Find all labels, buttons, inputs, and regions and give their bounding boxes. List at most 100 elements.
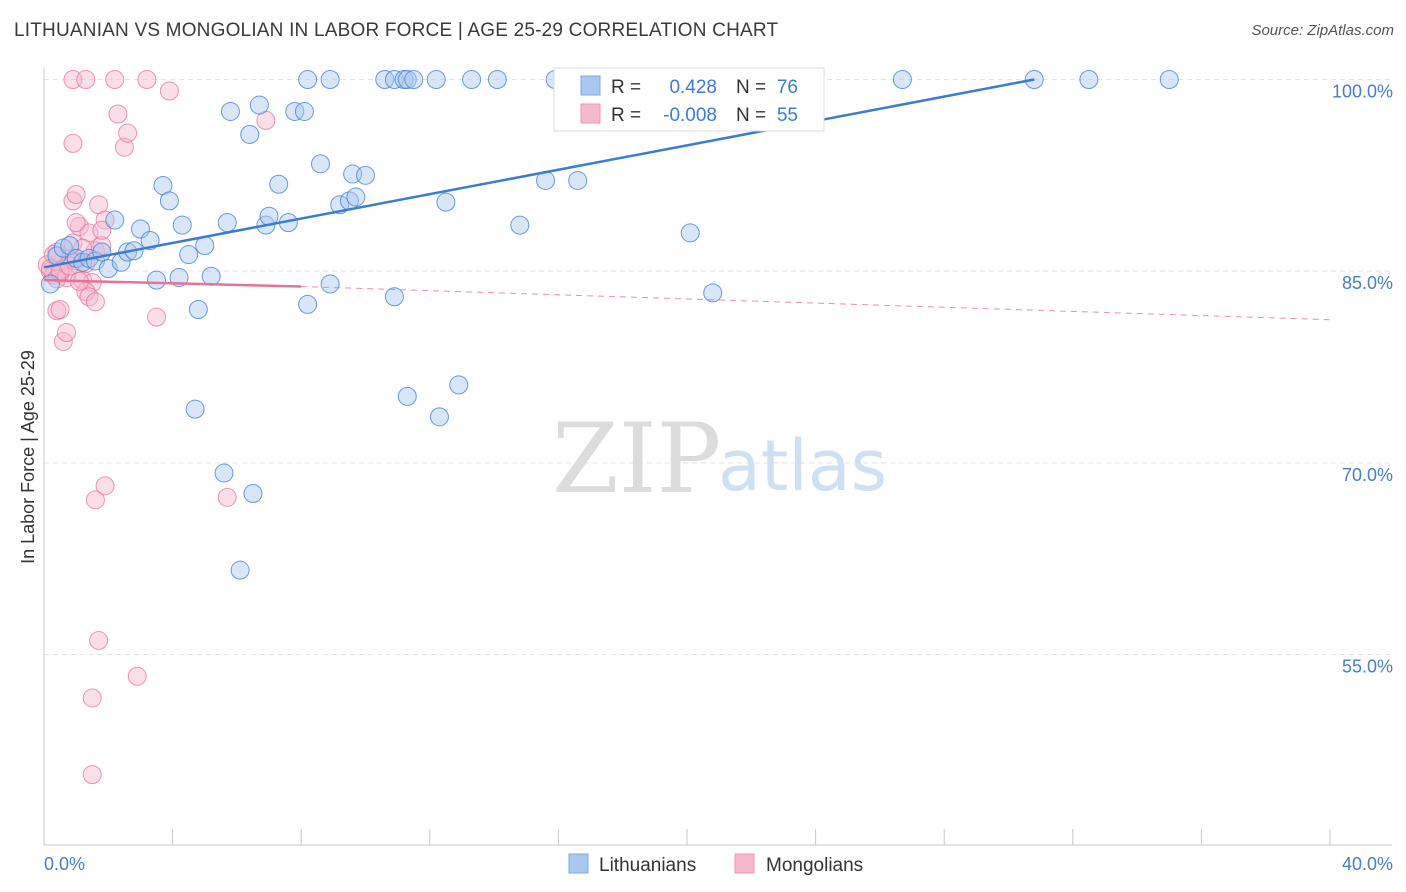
data-point bbox=[69, 216, 89, 236]
data-point bbox=[195, 236, 215, 256]
data-point bbox=[159, 191, 179, 211]
data-point bbox=[384, 287, 404, 307]
legend-n-label-1: N = bbox=[736, 77, 766, 98]
legend-r-value-1: 0.428 bbox=[669, 77, 717, 98]
watermark: ZIP atlas bbox=[552, 403, 887, 515]
data-point bbox=[1079, 70, 1099, 89]
data-point bbox=[179, 245, 199, 265]
data-point bbox=[285, 101, 305, 121]
data-point bbox=[436, 192, 456, 212]
y-tick-label: 85.0% bbox=[1342, 273, 1393, 293]
data-point bbox=[294, 101, 314, 121]
data-point bbox=[462, 70, 482, 89]
legend-n-label-2: N = bbox=[736, 105, 766, 126]
data-point bbox=[89, 630, 109, 650]
data-point bbox=[298, 70, 318, 89]
trend-line-mongolians-extension bbox=[301, 286, 1331, 321]
legend-swatch-mongolians bbox=[580, 103, 601, 124]
y-tick-label: 100.0% bbox=[1332, 82, 1393, 102]
data-point bbox=[201, 266, 221, 286]
data-point bbox=[85, 292, 105, 312]
trend-lines bbox=[43, 78, 1331, 321]
legend-n-value-2: 55 bbox=[777, 105, 798, 126]
data-point bbox=[188, 300, 208, 319]
data-point bbox=[892, 70, 912, 89]
legend-swatch-lithuanians bbox=[580, 75, 601, 96]
bottom-legend-swatch-lithuanians bbox=[568, 853, 589, 874]
data-point bbox=[40, 274, 60, 294]
data-point bbox=[57, 323, 77, 342]
data-point bbox=[76, 70, 96, 89]
data-point bbox=[82, 765, 102, 785]
y-tick-label: 55.0% bbox=[1342, 657, 1393, 677]
data-point bbox=[137, 70, 157, 89]
trend-line-lithuanians bbox=[43, 78, 1035, 269]
stats-legend: R = 0.428 N = 76 R = -0.008 N = 55 bbox=[553, 67, 825, 132]
data-point bbox=[356, 165, 375, 185]
x-ticks bbox=[43, 829, 1331, 845]
data-point bbox=[66, 213, 86, 233]
data-point bbox=[118, 123, 138, 143]
series-legend: Lithuanians Mongolians bbox=[568, 853, 863, 876]
data-point bbox=[114, 137, 134, 157]
data-point bbox=[76, 282, 96, 302]
data-point bbox=[147, 270, 167, 290]
data-point bbox=[249, 95, 269, 115]
data-point bbox=[320, 274, 340, 294]
data-point bbox=[92, 220, 112, 240]
y-axis-title: In Labor Force | Age 25-29 bbox=[18, 350, 38, 564]
data-point bbox=[230, 560, 250, 580]
data-point bbox=[487, 70, 507, 89]
y-tick-labels: 55.0% 70.0% 85.0% 100.0% bbox=[1332, 82, 1393, 677]
data-point bbox=[50, 300, 70, 319]
data-point bbox=[127, 666, 147, 686]
trend-line-mongolians bbox=[43, 278, 302, 288]
bottom-legend-label-mongolians: Mongolians bbox=[766, 855, 863, 876]
legend-r-value-2: -0.008 bbox=[663, 105, 717, 126]
source-label: Source: ZipAtlas.com bbox=[1251, 22, 1394, 39]
data-point bbox=[243, 484, 263, 503]
data-point bbox=[1159, 70, 1179, 89]
data-point bbox=[217, 487, 237, 507]
x-tick-label-min: 0.0% bbox=[44, 854, 85, 874]
data-point bbox=[140, 231, 160, 250]
data-point bbox=[44, 245, 64, 265]
data-point bbox=[159, 81, 179, 101]
legend-n-value-1: 76 bbox=[777, 77, 798, 98]
data-point bbox=[269, 174, 289, 194]
data-point bbox=[105, 210, 125, 230]
legend-r-label-2: R = bbox=[611, 105, 641, 126]
data-point bbox=[185, 399, 205, 419]
y-tick-label: 70.0% bbox=[1342, 465, 1393, 485]
data-point bbox=[147, 307, 167, 327]
data-point bbox=[60, 236, 80, 256]
data-point bbox=[240, 124, 260, 144]
data-point bbox=[568, 170, 588, 190]
data-point bbox=[426, 70, 446, 89]
data-point bbox=[95, 210, 115, 230]
series-lithuanians-points bbox=[40, 70, 1179, 580]
data-point bbox=[429, 407, 449, 427]
bottom-legend-label-lithuanians: Lithuanians bbox=[599, 855, 696, 876]
data-point bbox=[66, 185, 86, 204]
data-point bbox=[298, 294, 318, 314]
data-point bbox=[217, 213, 237, 233]
data-point bbox=[172, 215, 192, 235]
data-point bbox=[105, 70, 125, 89]
data-point bbox=[214, 463, 234, 483]
x-tick-label-max: 40.0% bbox=[1342, 854, 1393, 874]
data-point bbox=[85, 490, 105, 510]
data-point bbox=[320, 70, 340, 89]
data-point bbox=[79, 287, 99, 307]
bottom-legend-swatch-mongolians bbox=[734, 853, 755, 874]
watermark-zip: ZIP bbox=[552, 403, 721, 515]
data-point bbox=[397, 386, 417, 406]
data-point bbox=[375, 70, 395, 89]
data-point bbox=[108, 104, 128, 124]
data-point bbox=[82, 688, 102, 708]
axes bbox=[43, 68, 1392, 846]
watermark-atlas: atlas bbox=[718, 425, 887, 507]
data-point bbox=[47, 269, 67, 289]
data-point bbox=[220, 101, 240, 121]
